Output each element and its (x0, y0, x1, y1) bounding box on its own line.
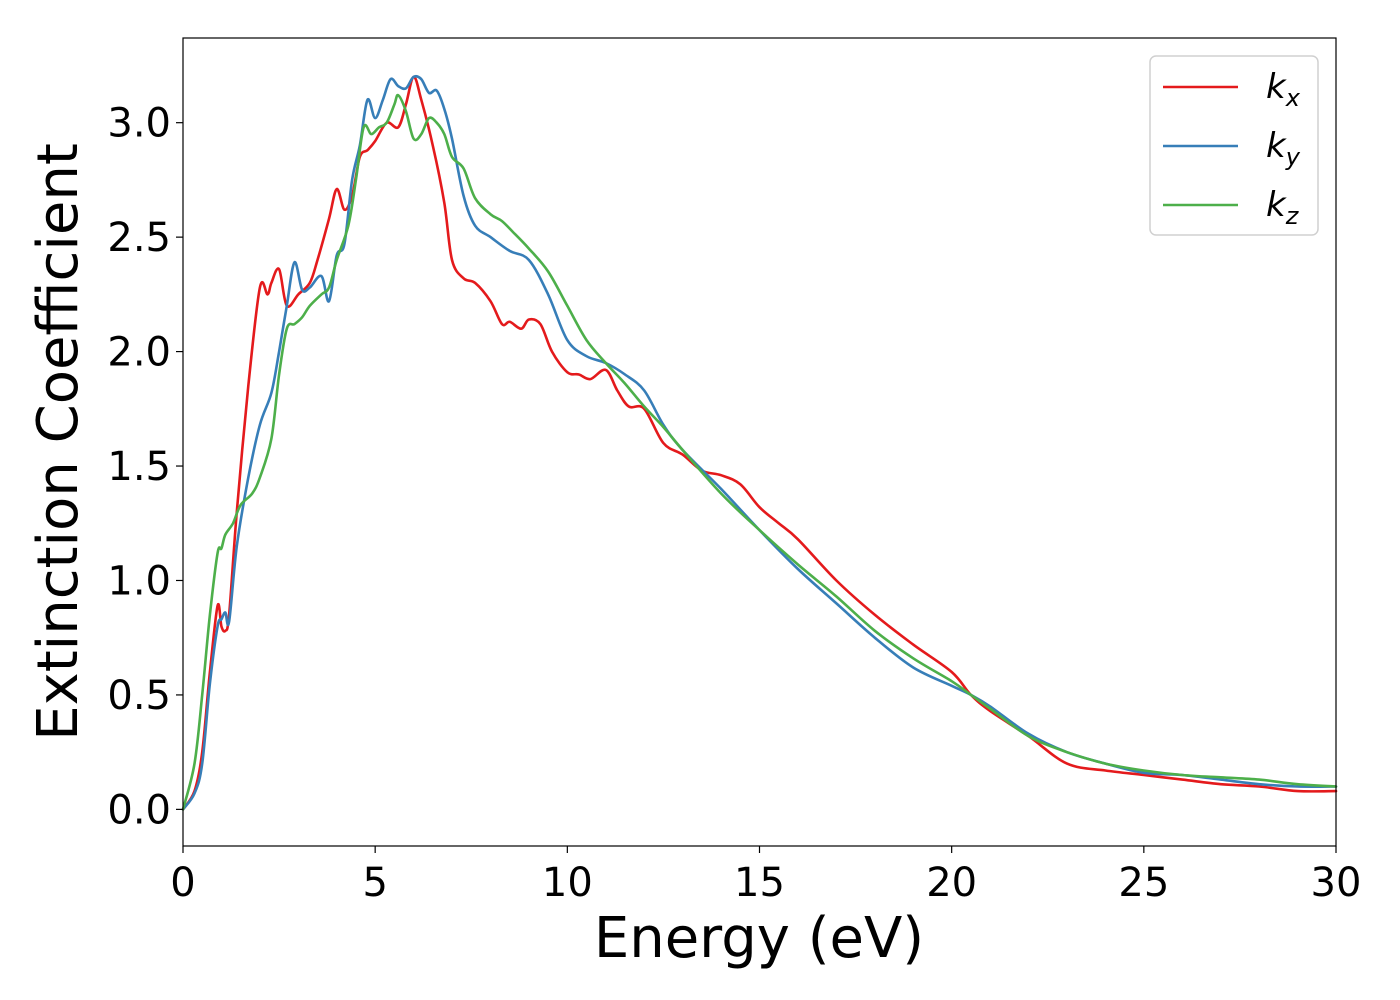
x-tick-label: 5 (362, 860, 387, 906)
x-tick-label: 0 (170, 860, 195, 906)
series-line-kz (181, 93, 1338, 811)
x-tick-label: 15 (734, 860, 785, 906)
x-tick-label: 25 (1118, 860, 1169, 906)
y-tick-label: 0.0 (107, 787, 171, 833)
y-tick-label: 1.5 (107, 444, 171, 490)
x-axis: 0 5 10 15 20 25 30 (170, 846, 1361, 906)
legend-label-ky: ky (1266, 126, 1301, 171)
y-axis-title: Extinction Coefficient (26, 143, 91, 741)
y-tick-label: 0.5 (107, 673, 171, 719)
series-line-ky (181, 74, 1338, 811)
x-tick-label: 20 (926, 860, 977, 906)
y-tick-label: 1.0 (107, 558, 171, 604)
legend: kx ky kz (1149, 55, 1319, 236)
series-layer (181, 74, 1338, 811)
legend-label-kx: kx (1266, 67, 1301, 112)
y-axis: 0.0 0.5 1.0 1.5 2.0 2.5 3.0 (107, 101, 183, 833)
x-axis-title: Energy (eV) (594, 906, 924, 971)
x-tick-label: 30 (1311, 860, 1362, 906)
x-tick-label: 10 (542, 860, 593, 906)
plot-area (183, 38, 1336, 846)
y-tick-label: 2.5 (107, 215, 171, 261)
legend-label-kz: kz (1266, 185, 1300, 230)
series-line-kx (181, 75, 1338, 811)
y-tick-label: 3.0 (107, 101, 171, 147)
y-tick-label: 2.0 (107, 330, 171, 376)
